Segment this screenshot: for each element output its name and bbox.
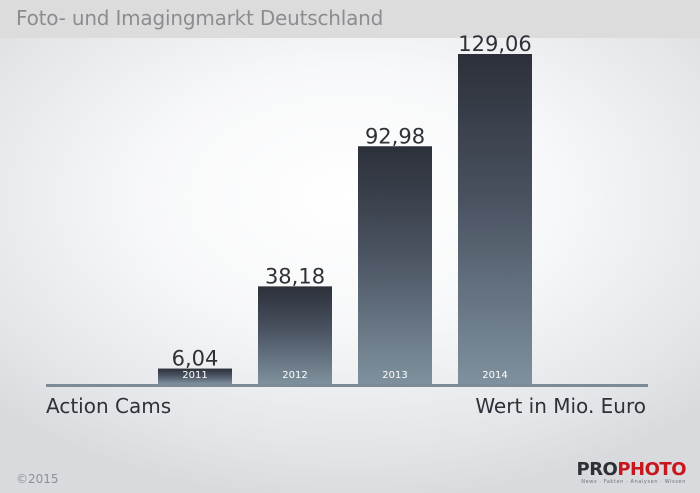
bar-2014 <box>458 54 532 384</box>
bars-layer <box>158 54 532 384</box>
bar-2011 <box>158 368 232 384</box>
prophoto-logo: PROPHOTO News · Fakten · Analysen · Wiss… <box>564 459 687 486</box>
bar-2013 <box>358 146 432 384</box>
category-label-2011: 2011 <box>182 370 207 381</box>
value-label-2012: 38,18 <box>265 264 325 288</box>
title-band <box>0 0 700 38</box>
logo-accent-text: PHOTO <box>617 459 686 480</box>
logo-wordmark: PROPHOTO <box>564 459 687 480</box>
category-label-2014: 2014 <box>482 370 507 381</box>
chart-title: Foto- und Imagingmarkt Deutschland <box>16 6 384 30</box>
unit-label: Wert in Mio. Euro <box>475 394 646 418</box>
value-label-2014: 129,06 <box>458 32 531 56</box>
category-label-action-cams: Action Cams <box>46 394 172 418</box>
bar-2012 <box>258 286 332 384</box>
value-label-2013: 92,98 <box>365 124 425 148</box>
logo-main-text: PRO <box>576 459 618 480</box>
category-label-2012: 2012 <box>282 370 307 381</box>
logo-tagline: News · Fakten · Analysen · Wissen <box>581 479 686 485</box>
category-label-2013: 2013 <box>382 370 407 381</box>
value-label-2011: 6,04 <box>172 347 219 371</box>
copyright: ©2015 <box>16 472 59 486</box>
